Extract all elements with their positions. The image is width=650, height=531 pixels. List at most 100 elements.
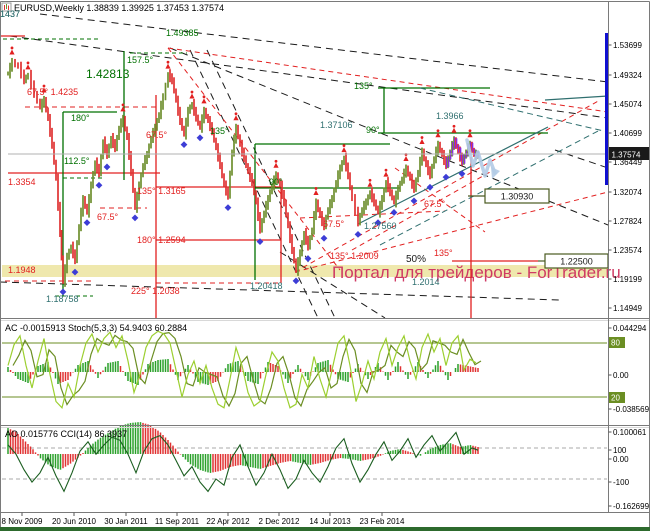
swing-high-arrow-icon (233, 115, 239, 121)
swing-high-arrow-icon (9, 49, 15, 55)
swing-low-diamond-icon (59, 288, 67, 296)
level-box[interactable]: 1.22500 (538, 253, 609, 269)
swing-high-dot (274, 159, 278, 163)
price-axis-label: 1.40699 (613, 129, 642, 138)
annotation-label: 90° (269, 177, 283, 187)
swing-high-arrow-icon (120, 106, 126, 112)
time-axis-label: 20 Jun 2010 (52, 517, 97, 526)
trendline (167, 47, 609, 113)
trendline (544, 95, 609, 101)
annotation-label: 1.42813 (86, 67, 130, 81)
indicator2-axis: 0.100061 1000.00 -100 -0.162699 (608, 428, 650, 511)
swing-low-diamond-icon (103, 163, 111, 171)
level-box-label: 1.30930 (501, 192, 534, 202)
annotation-label: 1437 (0, 9, 20, 19)
current-price-tag-label: 1.37574 (612, 151, 641, 160)
time-axis-label: 22 Apr 2012 (206, 517, 250, 526)
annotation-label: 135° 1.3165 (137, 186, 186, 196)
swing-low-diamond-icon (224, 204, 232, 212)
annotation-label: 1.27560 (364, 221, 397, 231)
annotation-label: 1.20418 (250, 281, 283, 291)
swing-low-diamond-icon (458, 170, 466, 178)
swing-high-arrow-icon (41, 87, 47, 93)
trendline (206, 49, 336, 319)
w-pattern-arrow-icon (465, 138, 497, 178)
swing-high-dot (121, 103, 125, 107)
price-axis-label: 1.53699 (613, 41, 642, 50)
stoch-signal-line (12, 331, 482, 408)
cci-line (7, 431, 479, 493)
swing-high-dot (342, 144, 346, 148)
annotation-label: 225° 1.2038 (131, 286, 180, 296)
chart-title: EURUSD,Weekly 1.38839 1.39925 1.37453 1.… (14, 3, 224, 13)
swing-high-dot (452, 124, 456, 128)
indicator1-axis-label: -0.038569 (613, 405, 650, 414)
swing-high-arrow-icon (341, 147, 347, 153)
swing-low-diamond-icon (442, 173, 450, 181)
chart-icon (1, 2, 12, 12)
swing-low-diamond-icon (95, 181, 103, 189)
stoch-main-line (7, 330, 477, 410)
annotation-label: 1.3354 (8, 177, 36, 187)
swing-high-arrow-icon (435, 132, 441, 138)
trendline (419, 87, 609, 133)
swing-low-diamond-icon (304, 255, 312, 262)
annotation-label: 67.5° (323, 219, 345, 229)
swing-low-diamond-icon (426, 183, 434, 191)
swing-high-arrow-icon (367, 181, 373, 187)
swing-low-diamond-icon (292, 277, 300, 285)
time-axis-label: 2 Dec 2012 (259, 517, 300, 526)
annotation-label: 67.5° 1.4235 (27, 87, 78, 97)
trendline (357, 126, 549, 225)
swing-low-diamond-icon (131, 214, 139, 222)
indicator2-axis-label: 0.100061 (613, 428, 647, 437)
trendline (379, 129, 601, 246)
annotation-label: 135° 1.2009 (330, 251, 379, 261)
w-pattern-arrowhead-icon (491, 167, 500, 179)
swing-high-dot (314, 187, 318, 190)
indicator-panel-2 (2, 422, 607, 493)
swing-low-diamond-icon (374, 219, 382, 227)
time-axis-label: 14 Jul 2013 (309, 517, 351, 526)
annotation-label: 1.3966 (436, 111, 464, 121)
swing-high-dot (42, 84, 46, 88)
swing-high-dot (190, 90, 194, 94)
time-axis-label: 8 Nov 2009 (2, 517, 43, 526)
level-badge-label: 20 (611, 394, 620, 403)
swing-high-arrow-icon (467, 132, 473, 138)
level-box-rect (484, 188, 550, 204)
swing-low-diamond-icon (256, 238, 264, 245)
swing-high-dot (420, 136, 424, 139)
trendline (554, 149, 609, 169)
annotation-label: 67.5° (424, 199, 446, 209)
swing-low-diamond-icon (390, 209, 398, 216)
swing-low-diamond-icon (83, 219, 91, 227)
swing-high-dot (10, 46, 14, 50)
indicator-panel-1 (2, 330, 607, 410)
indicator1-axis-label: 0.044294 (613, 324, 647, 333)
trendline (9, 35, 609, 119)
swing-low-diamond-icon (196, 134, 204, 142)
swing-high-arrow-icon (383, 171, 389, 177)
annotation-label: 180° 1.2594 (137, 235, 186, 245)
indicator2-axis-label: -0.162699 (613, 502, 650, 511)
annotation-label: 157.5° (127, 55, 154, 65)
trendline (299, 210, 446, 219)
swing-high-dot (468, 129, 472, 133)
annotation-label: 135° (434, 248, 453, 258)
level-badge (609, 392, 625, 403)
level-box[interactable]: 1.30930 (468, 188, 550, 204)
swing-high-dot (166, 60, 170, 64)
swing-high-arrow-icon (189, 93, 195, 99)
level-badge (609, 337, 625, 348)
swing-high-arrow-icon (165, 63, 171, 69)
indicator2-title: AO 0.015776 CCI(14) 86.3937 (5, 429, 127, 439)
indicator2-axis-label: -100 (613, 478, 630, 487)
annotation-label: 135° (210, 126, 229, 136)
annotation-label: 90° (366, 125, 380, 135)
price-axis-label: 1.19199 (613, 275, 642, 284)
swing-low-diamond-icon (320, 234, 328, 242)
level-badge-label: 80 (611, 339, 620, 348)
